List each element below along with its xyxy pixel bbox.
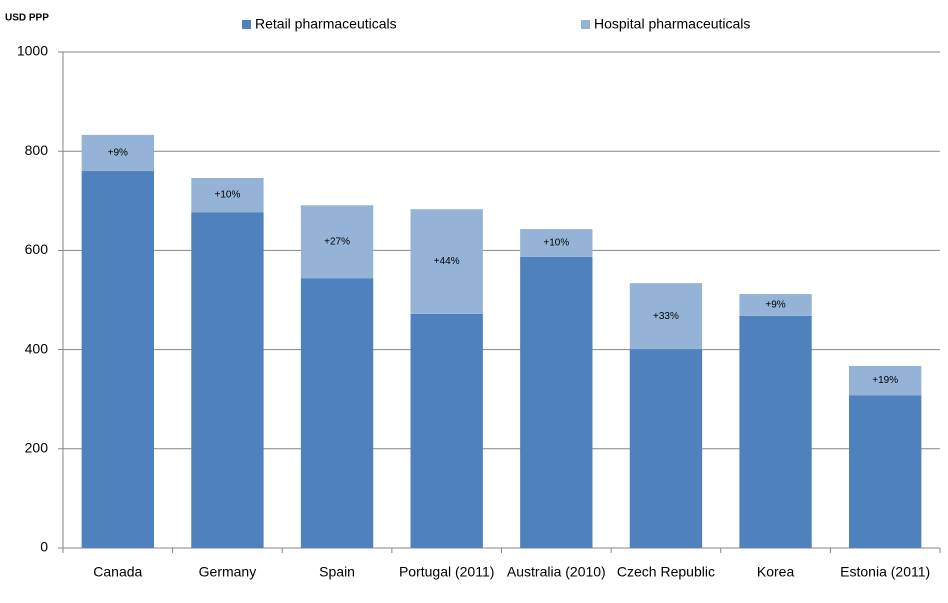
- bar-segment: [191, 177, 264, 213]
- legend-swatch: [242, 20, 251, 29]
- x-tick-label: Spain: [319, 564, 355, 580]
- y-tick-label: 600: [25, 241, 49, 257]
- x-tick-label: Czech Republic: [617, 564, 715, 580]
- bar-annotation: +27%: [324, 236, 350, 247]
- bar-segment: [410, 313, 483, 548]
- legend-label: Retail pharmaceuticals: [255, 16, 397, 32]
- bar-segment: [81, 171, 154, 549]
- bar-segment: [849, 365, 922, 396]
- bar-segment: [739, 315, 812, 548]
- bar-segment: [300, 278, 374, 548]
- bar-segment: [520, 256, 593, 548]
- bar-segment: [191, 212, 264, 548]
- bar-segment: [410, 209, 483, 314]
- bar-segment: [849, 395, 922, 548]
- y-axis-label: USD PPP: [5, 13, 49, 24]
- x-tick-label: Australia (2010): [507, 564, 606, 580]
- bar-annotation: +9%: [108, 148, 128, 159]
- x-tick-label: Estonia (2011): [840, 564, 930, 580]
- y-tick-label: 1000: [17, 43, 48, 59]
- bar-segment: [739, 294, 812, 316]
- bar-segment: [300, 205, 374, 279]
- bar-segment: [629, 283, 703, 350]
- bar-segment: [520, 229, 593, 257]
- bar-annotation: +9%: [765, 300, 785, 311]
- x-tick-label: Canada: [93, 564, 142, 580]
- bar-annotation: +33%: [653, 311, 679, 322]
- x-tick-label: Germany: [199, 564, 257, 580]
- x-tick-label: Portugal (2011): [399, 564, 494, 580]
- y-tick-label: 0: [40, 539, 48, 555]
- bar-segment: [81, 134, 154, 172]
- bar-annotation: +10%: [215, 190, 241, 201]
- y-tick-label: 800: [25, 142, 49, 158]
- x-tick-label: Korea: [757, 564, 795, 580]
- bar-segment: [629, 349, 703, 548]
- y-tick-label: 200: [25, 440, 49, 456]
- legend-label: Hospital pharmaceuticals: [594, 16, 750, 32]
- bar-annotation: +44%: [434, 256, 460, 267]
- bar-annotation: +19%: [872, 375, 898, 386]
- y-tick-label: 400: [25, 340, 49, 356]
- legend-swatch: [581, 20, 590, 29]
- bar-annotation: +10%: [543, 238, 569, 249]
